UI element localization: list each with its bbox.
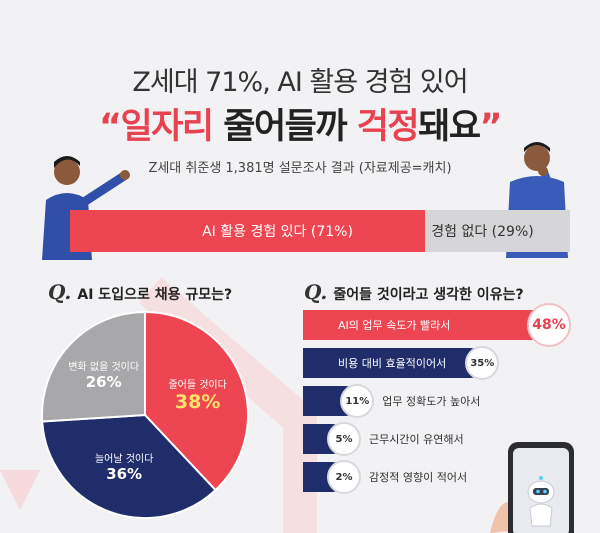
reason-value-badge: 11% [340,384,375,418]
reason-label: 근무시간이 유연해서 [369,433,464,446]
headline-end: 돼요 [418,107,481,147]
ai-experience-split-bar: AI 활용 경험 있다 (71%) 경험 없다 (29%) [70,210,570,252]
survey-subtitle: Z세대 취준생 1,381명 설문조사 결과 (자료제공=캐치) [148,161,452,176]
reason-bar: AI의 업무 속도가 빨라서 [303,310,553,340]
pie-label-text: 늘어날 것이다 [94,453,154,465]
pie-label-text: 줄어들 것이다 [168,380,227,392]
question-reasons-text: 줄어들 것이라고 생각한 이유는? [333,287,524,303]
headline-line2: “일자리 줄어들까 걱정돼요” [0,98,600,149]
reason-label: AI의 업무 속도가 빨라서 [338,319,451,332]
reason-row: 11% 업무 정확도가 높아서 [303,384,573,418]
pie-svg [41,310,249,519]
reason-bar: 비용 대비 효율적이어서 [303,348,486,378]
headline-keyword-jobs: 일자리 [120,107,214,147]
reason-row: AI의 업무 속도가 빨라서 48% [303,303,573,347]
reason-value-badge: 5% [327,422,361,456]
pie-label-value: 36% [106,464,143,483]
pie-slice-increase [41,413,217,519]
phone-robot-illustration [490,442,574,533]
reason-label: 비용 대비 효율적이어서 [338,357,447,370]
pie-label-value: 38% [174,391,221,414]
question-hiring-scale: Q. AI 도입으로 채용 규모는? [48,280,232,304]
hiring-scale-pie-chart: 줄어들 것이다 38% 늘어날 것이다 36% 변화 없을 것이다 26% [40,310,250,520]
reason-row: 2% 감정적 영향이 적어서 [303,460,573,494]
question-mark-q: Q. [48,280,72,304]
ai-experience-yes-segment: AI 활용 경험 있다 (71%) [70,210,425,252]
reason-row: 5% 근무시간이 유연해서 [303,422,573,456]
question-hiring-scale-text: AI 도입으로 채용 규모는? [77,287,233,303]
close-quote: ” [479,107,503,147]
pie-slice-no-change [41,310,146,423]
pie-label-value: 26% [85,373,122,392]
reason-row: 비용 대비 효율적이어서 35% [303,346,573,380]
ai-experience-no-segment: 경험 없다 (29%) [425,210,570,252]
headline-keyword-worry: 걱정 [356,107,420,147]
open-quote: “ [98,107,122,147]
pie-slice-decrease [144,310,249,492]
question-reasons: Q. 줄어들 것이라고 생각한 이유는? [304,280,524,304]
reason-value-badge: 48% [527,303,571,347]
headline-middle: 줄어들까 [212,107,357,147]
pie-label-no-change: 변화 없을 것이다 26% [59,358,149,391]
reason-label: 업무 정확도가 높아서 [382,395,481,408]
reason-label: 감정적 영향이 적어서 [369,471,468,484]
pie-label-text: 변화 없을 것이다 [68,362,140,374]
reason-value-badge: 2% [327,460,361,494]
pie-label-increase: 늘어날 것이다 36% [79,450,169,483]
reason-value-badge: 35% [465,346,500,380]
headline-line1: Z세대 71%, AI 활용 경험 있어 [132,67,468,98]
pie-label-decrease: 줄어들 것이다 38% [153,376,243,413]
question-mark-q: Q. [304,280,328,304]
